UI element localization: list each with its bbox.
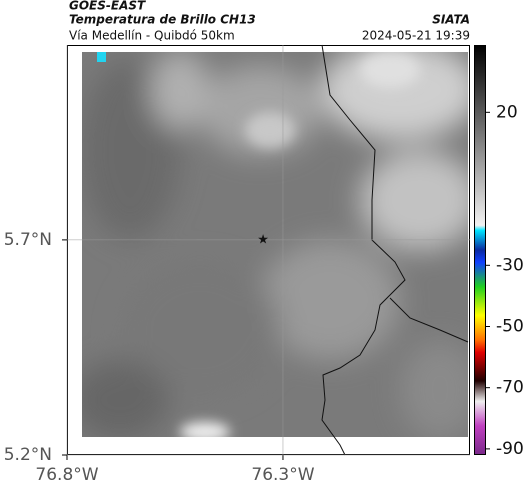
colorbar-tick-label: -70: [496, 378, 524, 398]
colorbar-tick-label: -50: [496, 316, 524, 336]
location-marker: ★: [257, 232, 269, 247]
x-tick-label: 76.3°W: [251, 465, 314, 485]
satellite-image: [82, 52, 468, 437]
route: Vía Medellín - Quibdó 50km: [69, 29, 235, 43]
boundary: [321, 44, 406, 456]
subtitle: Temperatura de Brillo CH13: [69, 13, 256, 27]
y-tick-label: 5.2°N: [4, 445, 52, 465]
colorbar-tick-label: -90: [496, 439, 524, 459]
boundary: [389, 297, 469, 343]
timestamp: 2024-05-21 19:39: [362, 29, 470, 43]
source: SIATA: [432, 13, 470, 27]
x-tick-label: 76.8°W: [35, 465, 98, 485]
colorbar-tick-label: 20: [496, 102, 518, 122]
map-frame: [67, 45, 470, 455]
colorbar-tick-label: -30: [496, 255, 524, 275]
title: GOES-EAST: [69, 0, 146, 13]
y-tick-label: 5.7°N: [4, 230, 52, 250]
colorbar: [474, 45, 486, 455]
